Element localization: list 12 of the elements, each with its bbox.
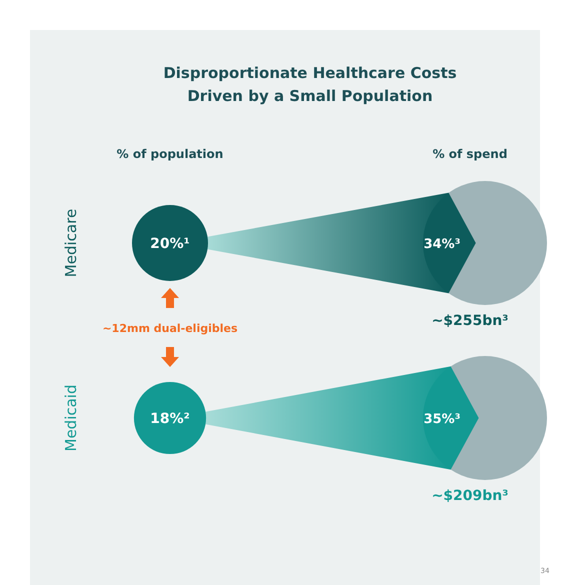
text: Medicare bbox=[62, 208, 80, 278]
text: Medicaid bbox=[62, 384, 80, 452]
category-label: % of spend bbox=[432, 147, 508, 161]
text: ~$209bn³ bbox=[432, 488, 508, 504]
data-label: 20%¹ bbox=[150, 236, 190, 252]
data-label: 18%² bbox=[150, 411, 190, 427]
data-label: 34%³ bbox=[424, 237, 460, 252]
text: ~12mm dual-eligibles bbox=[102, 322, 238, 335]
text: Disproportionate Healthcare Costs Driven by a Small Population bbox=[163, 64, 457, 105]
text: ~$255bn³ bbox=[432, 313, 508, 329]
data-label: 35%³ bbox=[424, 412, 460, 427]
category-label: % of population bbox=[116, 147, 224, 161]
